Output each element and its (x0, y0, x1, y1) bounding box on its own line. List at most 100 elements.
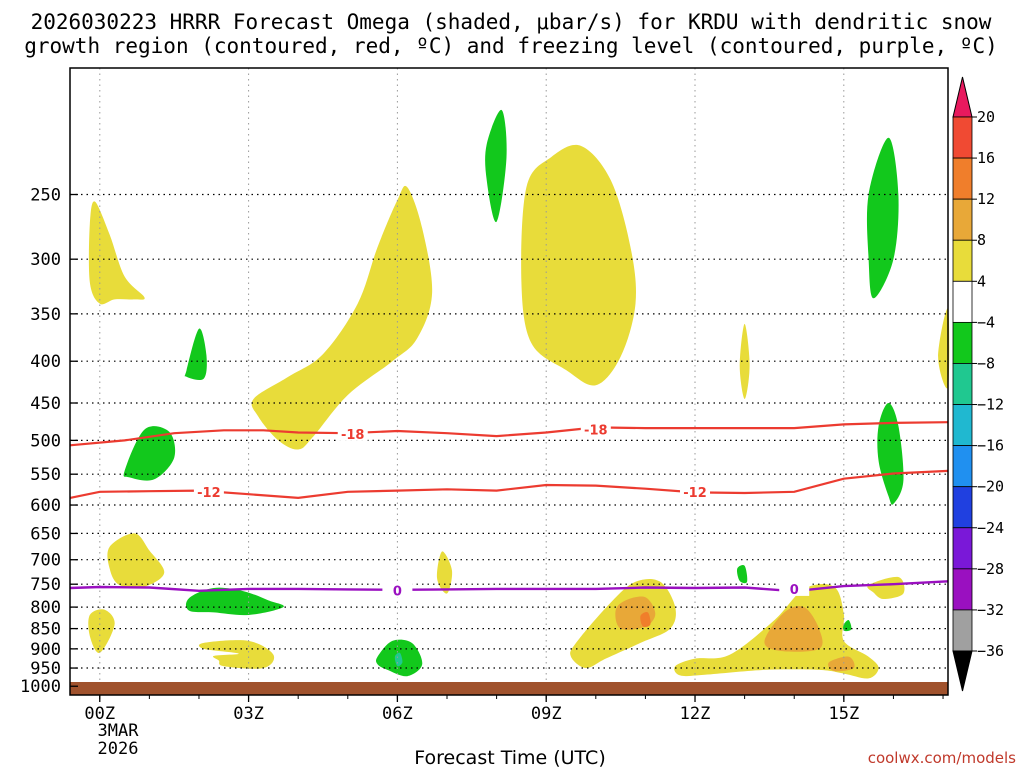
gridlines (70, 68, 948, 695)
y-tick-label-1000: 1000 (20, 677, 61, 697)
colorbar-label-12: 12 (977, 190, 995, 208)
y-tick-label-350: 350 (30, 305, 61, 325)
colorbar-top-triangle (952, 76, 973, 118)
omega-region-7 (88, 609, 115, 653)
colorbar-swatch-10 (952, 527, 973, 570)
y-tick-label-600: 600 (30, 496, 61, 516)
omega-region-8 (198, 640, 275, 669)
chart-title-line2: growth region (contoured, red, ºC) and f… (24, 34, 998, 58)
dgz-label-1-bg (580, 421, 611, 437)
dgz-label-2: -12 (197, 486, 221, 501)
colorbar: 20 16 12 8 4 −4 −8 −12 −16 −20 −24 −28 −32 −36 (952, 76, 1004, 692)
colorbar-swatch-11 (952, 568, 973, 611)
colorbar-swatch-3 (952, 239, 973, 282)
contours: -18 -18 -12 -12 0 0 (69, 421, 949, 599)
omega-region-2 (521, 144, 636, 386)
colorbar-label-20: 20 (977, 108, 995, 126)
omega-region-5 (107, 533, 165, 588)
freezing-label-0-bg (382, 582, 413, 598)
omega-region-20 (123, 426, 176, 481)
colorbar-swatch-4 (952, 280, 973, 323)
colorbar-label--12: −12 (977, 396, 1004, 414)
colorbar-label-16: 16 (977, 149, 995, 167)
dgz-label-0-bg (337, 425, 368, 441)
omega-region-3 (739, 323, 750, 399)
y-axis: 2503003504004505005506006507007508008509… (20, 186, 78, 697)
omega-region-17 (184, 328, 207, 381)
colorbar-label--36: −36 (977, 642, 1004, 660)
colorbar-label--4: −4 (977, 313, 995, 331)
omega-region-13 (764, 605, 823, 652)
credit-text: coolwx.com/models (868, 749, 1016, 767)
colorbar-swatch-12 (952, 609, 973, 652)
colorbar-label--32: −32 (977, 601, 1004, 619)
freezing-label-1: 0 (790, 583, 799, 598)
x-date-line1: 3MAR (98, 721, 140, 741)
colorbar-label-8: 8 (977, 231, 986, 249)
y-tick-label-450: 450 (30, 394, 61, 414)
x-axis-label: Forecast Time (UTC) (414, 747, 605, 768)
freezing-label-1-bg (779, 580, 810, 596)
y-tick-label-900: 900 (30, 640, 61, 660)
omega-region-23 (843, 619, 852, 632)
omega-region-1 (251, 185, 433, 450)
omega-region-11 (867, 576, 905, 600)
x-tick-label-09Z: 09Z (531, 704, 562, 724)
freezing-label-0: 0 (393, 584, 402, 599)
x-tick-label-06Z: 06Z (382, 704, 413, 724)
y-tick-label-300: 300 (30, 250, 61, 270)
chart-title-line1: 2026030223 HRRR Forecast Omega (shaded, … (31, 10, 992, 34)
y-tick-label-400: 400 (30, 352, 61, 372)
y-tick-label-800: 800 (30, 598, 61, 618)
dgz-label-3: -12 (683, 486, 707, 501)
omega-region-19 (877, 403, 904, 505)
colorbar-label--28: −28 (977, 560, 1004, 578)
omega-region-22 (736, 564, 748, 584)
omega-region-16 (485, 109, 507, 223)
y-tick-label-500: 500 (30, 431, 61, 451)
x-date-line2: 2026 (98, 739, 139, 759)
y-tick-label-650: 650 (30, 524, 61, 544)
colorbar-label--16: −16 (977, 437, 1004, 455)
colorbar-swatch-1 (952, 157, 973, 200)
y-tick-label-250: 250 (30, 186, 61, 206)
omega-region-15 (640, 611, 651, 628)
dgz-label-0: -18 (341, 428, 365, 443)
omega-region-4 (938, 308, 950, 389)
y-tick-label-550: 550 (30, 465, 61, 485)
colorbar-label-4: 4 (977, 272, 986, 290)
colorbar-bottom-triangle (952, 650, 973, 692)
y-tick-label-750: 750 (30, 575, 61, 595)
omega-region-6 (436, 551, 453, 594)
omega-region-25 (394, 652, 403, 667)
omega-shading (88, 109, 950, 679)
y-tick-label-700: 700 (30, 551, 61, 571)
y-tick-label-850: 850 (30, 620, 61, 640)
dgz-label-2-bg (193, 483, 224, 499)
colorbar-swatch-5 (952, 321, 973, 364)
plot-frame (69, 67, 949, 696)
dgz-label-1: -18 (584, 424, 608, 439)
x-axis: 00Z 03Z 06Z 09Z 12Z 15Z (84, 695, 944, 724)
dgz-contour--18 (69, 421, 949, 447)
y-tick-label-950: 950 (30, 659, 61, 679)
colorbar-swatch-7 (952, 404, 973, 447)
colorbar-swatch-0 (952, 116, 973, 159)
colorbar-label--8: −8 (977, 354, 995, 372)
colorbar-swatch-6 (952, 363, 973, 405)
x-tick-label-15Z: 15Z (828, 704, 859, 724)
colorbar-swatch-9 (952, 486, 973, 529)
dgz-label-3-bg (680, 483, 711, 499)
colorbar-label--20: −20 (977, 478, 1004, 496)
colorbar-swatch-8 (952, 445, 973, 488)
x-tick-label-03Z: 03Z (233, 704, 264, 724)
colorbar-label--24: −24 (977, 519, 1004, 537)
terrain-strip (70, 682, 948, 695)
omega-region-21 (185, 587, 284, 616)
colorbar-swatch-2 (952, 198, 973, 241)
omega-region-0 (88, 201, 145, 305)
omega-region-18 (866, 137, 899, 299)
x-tick-label-00Z: 00Z (84, 704, 115, 724)
x-tick-label-12Z: 12Z (680, 704, 711, 724)
